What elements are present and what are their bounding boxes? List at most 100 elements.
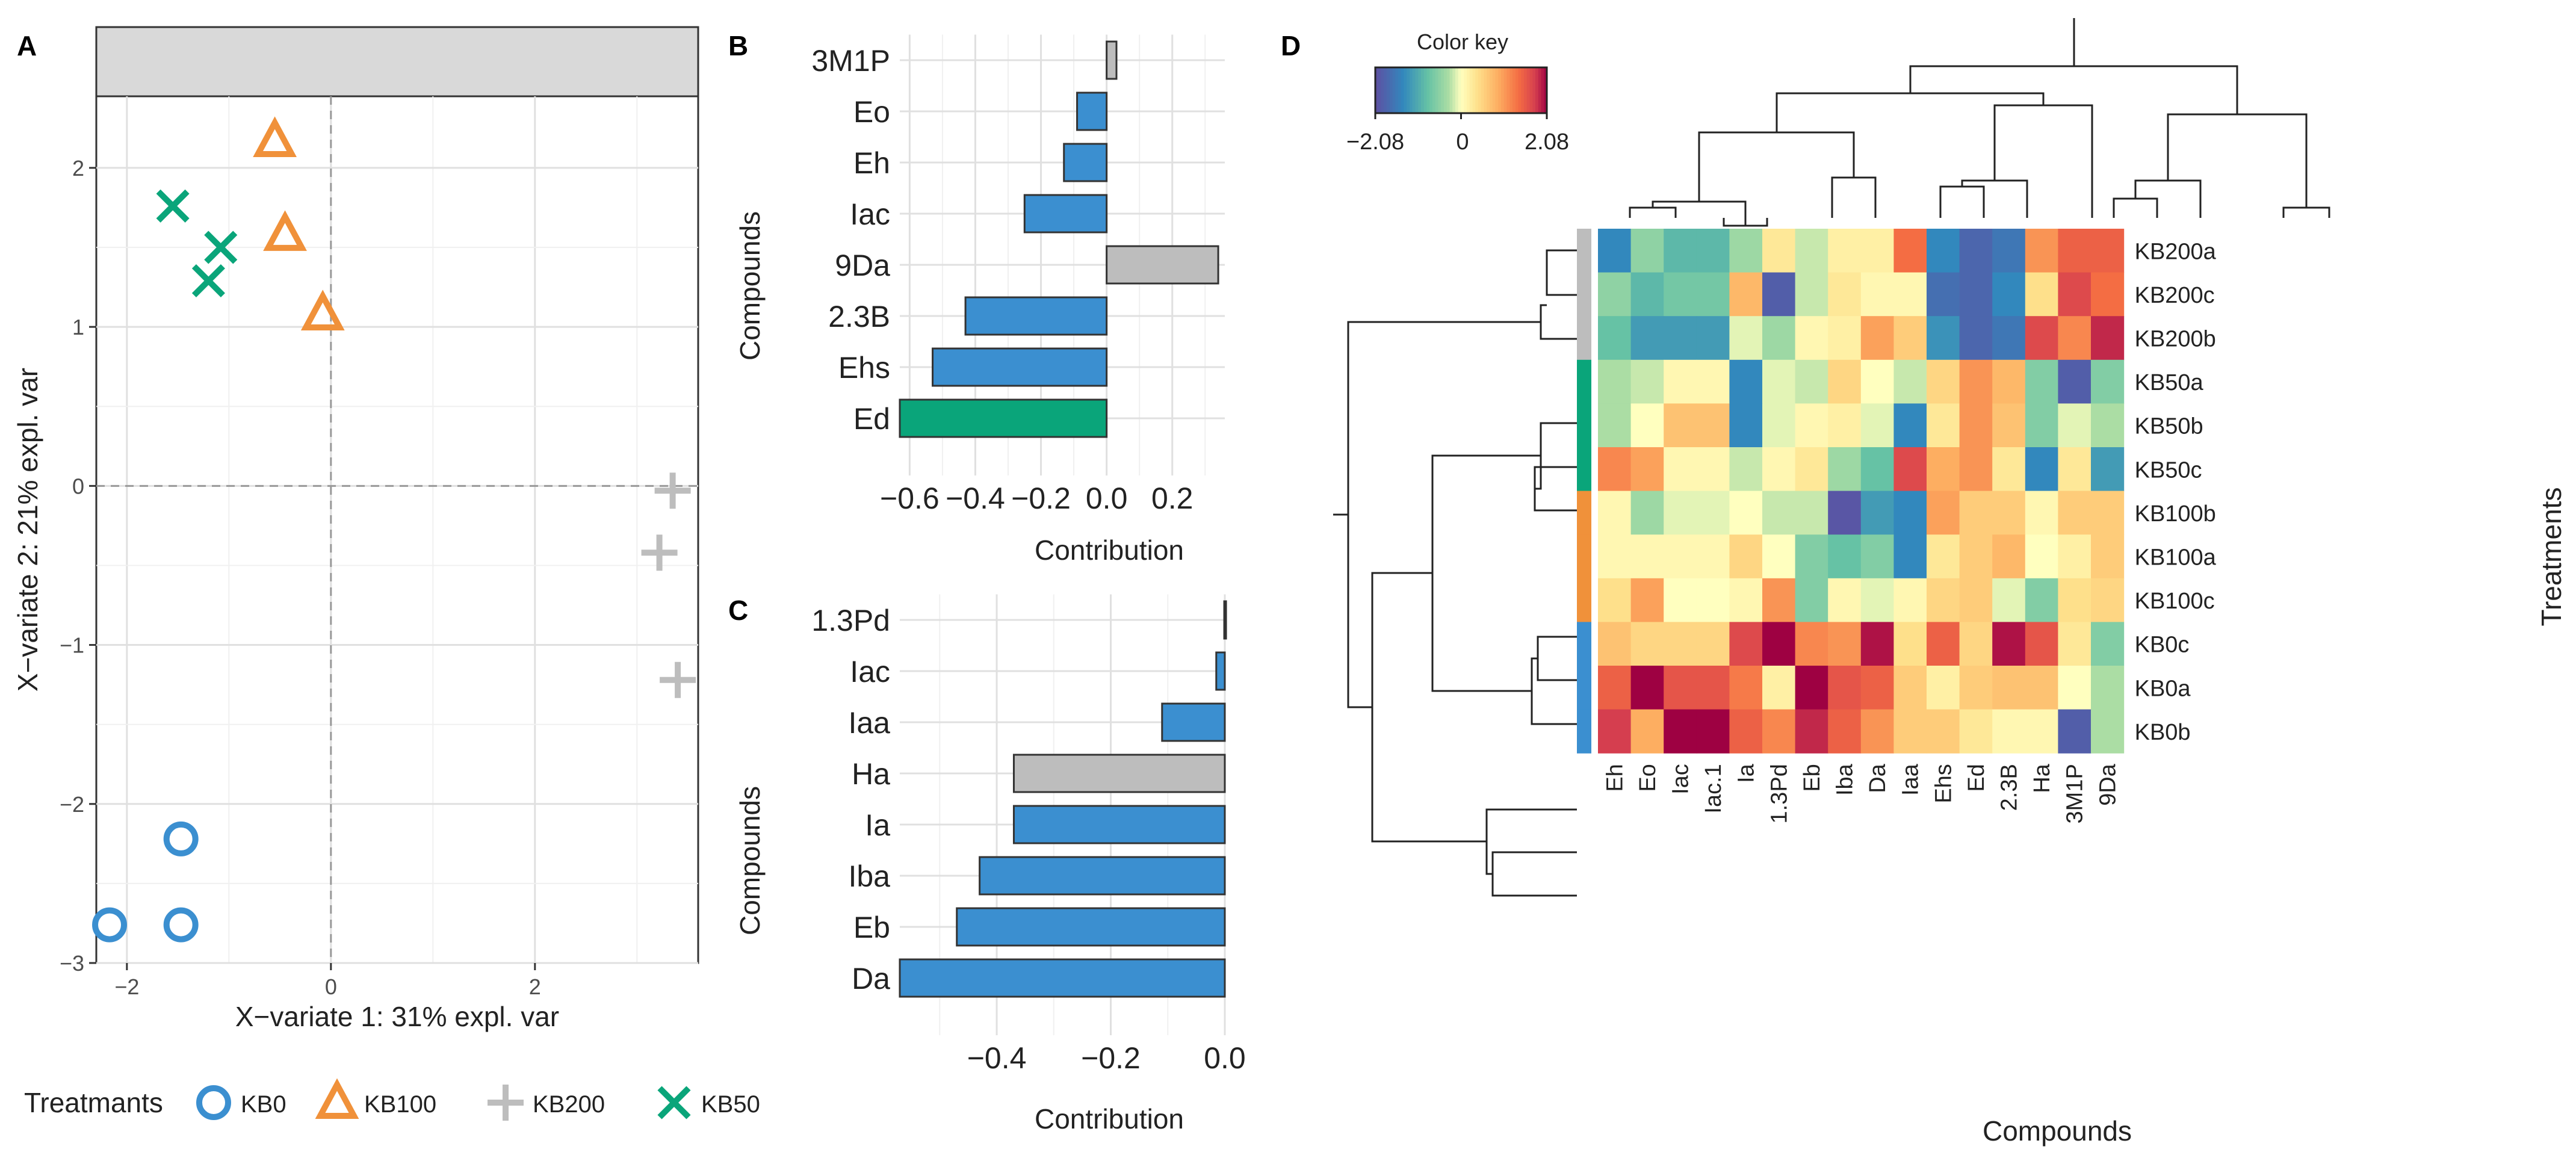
heatmap-cell (1795, 534, 1828, 579)
panel-letter-c: C (728, 595, 748, 626)
row-group-swatch (1577, 491, 1591, 535)
color-key-swatch (1461, 67, 1465, 113)
category-label: Eb (853, 911, 890, 944)
heatmap-cell (1630, 272, 1664, 317)
color-key-swatch (1487, 67, 1490, 113)
color-key-swatch (1490, 67, 1493, 113)
color-key-swatch (1432, 67, 1436, 113)
row-group-swatch (1577, 359, 1591, 404)
heatmap-cell (1927, 709, 1960, 754)
heatmap-cell (1893, 666, 1927, 710)
column-dendrogram (1629, 18, 2330, 227)
heatmap-cell (2025, 491, 2058, 535)
point-kb200 (654, 472, 691, 509)
heatmap-cell (1762, 359, 1796, 404)
heatmap-cell (1992, 578, 2026, 622)
y-tick-label: 2 (72, 156, 84, 181)
bar (1215, 651, 1226, 691)
panel-c-bar: C 1.3Pd Iac Iaa Ha Ia Iba Eb Da −0.4 −0.2 0.0 Con… (728, 594, 1246, 1135)
heatmap-cell (2058, 403, 2091, 448)
x-axis-label-c: Contribution (1035, 1103, 1184, 1135)
row-group-swatch (1577, 534, 1591, 579)
heatmap-cell (1992, 316, 2026, 361)
color-key-swatch (1389, 67, 1393, 113)
heatmap-cell (1696, 578, 1730, 622)
color-key-swatch (1435, 67, 1439, 113)
heatmap-cell (1927, 534, 1960, 579)
heatmap-cell (1664, 403, 1697, 448)
bars-c (899, 600, 1227, 998)
column-label: Ha (2030, 763, 2055, 793)
color-key-tick: −2.08 (1346, 129, 1404, 155)
heatmap-cell (2091, 578, 2125, 622)
color-key-swatch (1418, 67, 1422, 113)
heatmap-cell (2091, 229, 2125, 273)
column-label: Iac (1668, 764, 1694, 794)
heatmap-cell (1927, 403, 1960, 448)
heatmap-cell (1762, 229, 1796, 273)
x-tick-label: −0.4 (946, 481, 1005, 515)
heatmap-cell (1729, 272, 1763, 317)
color-key-swatch (1392, 67, 1396, 113)
bar (932, 347, 1108, 387)
category-label: 1.3Pd (811, 604, 890, 637)
heatmap-cell (1664, 359, 1697, 404)
heatmap-cell (1795, 447, 1828, 492)
column-label: Eb (1800, 764, 1825, 791)
heatmap-cell (2091, 359, 2125, 404)
heatmap-cell (2091, 534, 2125, 579)
heatmap-cell (1927, 272, 1960, 317)
panel-a-scatter: A −2 0 2 −3 −2 −1 0 1 2 X−variate 1: 31% expl. … (12, 26, 760, 1121)
heatmap-cell (2091, 491, 2125, 535)
heatmap-cell (1762, 709, 1796, 754)
heatmap-cell (1630, 709, 1664, 754)
heatmap-cell (1729, 666, 1763, 710)
row-label: KB0b (2135, 720, 2191, 745)
row-group-sidebar (1577, 229, 1591, 754)
heatmap-cell (1992, 447, 2026, 492)
heatmap-cell (1959, 229, 1993, 273)
row-label: KB100a (2135, 545, 2217, 571)
heatmap-cell (2091, 447, 2125, 492)
heatmap-cell (1630, 491, 1664, 535)
heatmap-cell (1860, 316, 1894, 361)
heatmap-cell (1664, 534, 1697, 579)
point-kb0 (163, 821, 199, 856)
y-axis-label-a: X−variate 2: 21% expl. var (12, 368, 43, 692)
heatmap-cell (1729, 622, 1763, 666)
x-axis-label-b: Contribution (1035, 534, 1184, 566)
color-key-swatch (1398, 67, 1402, 113)
heatmap-cell (1696, 447, 1730, 492)
row-label: KB200a (2135, 239, 2217, 264)
legend-key-kb50 (657, 1086, 691, 1119)
color-key-swatch (1484, 67, 1488, 113)
row-group-swatch (1577, 447, 1591, 492)
heatmap-cell (1664, 229, 1697, 273)
color-key-swatch (1529, 67, 1534, 113)
heatmap-cell (1828, 229, 1862, 273)
heatmap-cell (1664, 622, 1697, 666)
category-label: Da (852, 962, 890, 995)
heatmap-cell (1696, 709, 1730, 754)
heatmap-cell (1598, 578, 1632, 622)
color-key-swatch (1492, 67, 1496, 113)
heatmap-cell (1959, 403, 1993, 448)
color-key-swatch (1501, 67, 1505, 113)
color-key-swatch (1421, 67, 1425, 113)
heatmap-cell (1598, 272, 1632, 317)
heatmap-cell (1959, 359, 1993, 404)
row-group-swatch (1577, 709, 1591, 754)
heatmap-cell (1795, 359, 1828, 404)
heatmap-cell (2058, 534, 2091, 579)
category-label: 2.3B (828, 300, 890, 333)
heatmap-cell (1893, 578, 1927, 622)
legend-key-kb100 (315, 1078, 359, 1119)
heatmap-cell (1992, 622, 2026, 666)
column-label: Iaa (1898, 763, 1924, 796)
heatmap-cell (2025, 622, 2058, 666)
legend-key-kb0 (196, 1085, 231, 1120)
heatmap-cell (1729, 316, 1763, 361)
heatmap-cell (1598, 229, 1632, 273)
color-key-swatch (1446, 67, 1451, 113)
heatmap-cell (1795, 666, 1828, 710)
